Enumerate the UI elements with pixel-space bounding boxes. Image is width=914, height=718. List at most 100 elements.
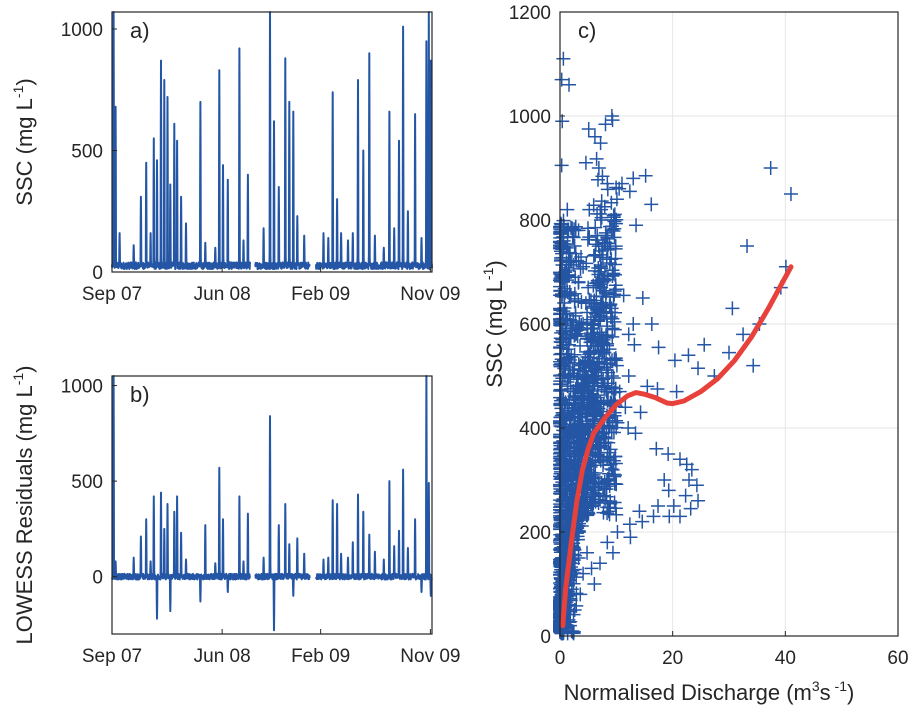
scatter-point [583, 332, 598, 347]
scatter-point [586, 248, 601, 263]
scatter-point [594, 202, 609, 217]
scatter-point [600, 506, 615, 521]
scatter-point [572, 406, 587, 421]
scatter-point [628, 426, 643, 441]
scatter-point [573, 587, 588, 602]
scatter-point [604, 213, 619, 227]
x-tick-label: Nov 09 [400, 646, 460, 667]
panel-a-label: a) [130, 18, 150, 43]
series-line [111, 11, 252, 271]
scatter-point [582, 230, 597, 245]
scatter-point [595, 274, 610, 289]
scatter-point [608, 449, 623, 464]
scatter-point [563, 381, 578, 396]
x-tick-label: Jun 08 [194, 646, 251, 667]
scatter-point [599, 351, 614, 366]
scatter-point [571, 293, 586, 308]
scatter-point [591, 314, 606, 329]
scatter-point [559, 273, 574, 288]
scatter-point [559, 321, 574, 336]
scatter-point [592, 556, 607, 571]
scatter-point [561, 246, 576, 261]
scatter-point [607, 476, 622, 491]
scatter-point [661, 447, 676, 461]
scatter-point [632, 504, 647, 519]
scatter-point [571, 357, 586, 372]
scatter-point [555, 114, 570, 129]
series-line [254, 415, 311, 632]
scatter-point [682, 473, 697, 487]
scatter-point [562, 352, 577, 367]
scatter-point [590, 228, 605, 243]
scatter-point [621, 327, 636, 342]
scatter-point [593, 136, 608, 151]
scatter-point [602, 298, 617, 313]
scatter-point [607, 322, 622, 337]
scatter-point [576, 391, 591, 406]
scatter-point [574, 377, 589, 392]
y-tick-label: 1000 [61, 377, 103, 398]
scatter-point [581, 122, 596, 136]
scatter-point [640, 379, 655, 394]
scatter-point [610, 525, 625, 539]
scatter-point [571, 223, 586, 238]
scatter-point [599, 285, 614, 300]
scatter-point [627, 337, 642, 352]
scatter-point [554, 222, 569, 237]
scatter-point [560, 202, 575, 217]
scatter-point [681, 348, 696, 363]
panel-b-ylabel: LOWESS Residuals (mg L-1) [10, 366, 37, 645]
scatter-point [559, 306, 574, 321]
scatter-point [763, 161, 778, 175]
scatter-point [644, 197, 659, 212]
scatter-point [684, 462, 699, 477]
scatter-point [607, 257, 622, 272]
scatter-point [603, 442, 618, 457]
scatter-point [554, 469, 569, 484]
scatter-point [622, 184, 637, 199]
scatter-point [608, 305, 623, 320]
scatter-point [589, 399, 604, 414]
scatter-point [580, 505, 595, 520]
scatter-point [651, 499, 666, 513]
scatter-point [573, 322, 588, 337]
scatter-point [657, 473, 672, 487]
scatter-point [651, 340, 666, 355]
panel-c-ylabel: SSC (mg L-1) [480, 260, 507, 387]
scatter-point [610, 415, 625, 430]
scatter-point [697, 337, 712, 352]
scatter-point [606, 266, 621, 281]
scatter-point [601, 504, 616, 519]
scatter-point [561, 432, 576, 447]
panel-c-xlabel: Normalised Discharge (m3s -1) [564, 678, 855, 705]
scatter-point [626, 317, 641, 331]
scatter-point [623, 530, 638, 545]
scatter-point [599, 252, 614, 267]
scatter-point [586, 496, 601, 511]
scatter-point [581, 280, 596, 295]
panel-c-scatter: 0 200 400 600 800 1000 1200 0 20 40 60 c) SSC (mg … [480, 3, 909, 705]
scatter-point [593, 453, 608, 468]
scatter-point [616, 288, 631, 303]
scatter-point [621, 369, 636, 383]
scatter-point [577, 367, 592, 382]
scatter-point [571, 551, 586, 565]
y-tick-label: 0 [92, 263, 103, 284]
scatter-point [554, 512, 569, 527]
scatter-point [576, 259, 591, 274]
panel-a-frame [111, 11, 433, 273]
scatter-point [598, 493, 613, 508]
y-tick-label: 600 [519, 315, 551, 336]
scatter-point [669, 384, 684, 399]
scatter-point [576, 317, 591, 331]
x-tick-label: Sep 07 [82, 646, 142, 667]
scatter-point [635, 514, 650, 529]
scatter-point [646, 509, 661, 524]
scatter-point [595, 169, 610, 184]
scatter-point [609, 358, 624, 373]
scatter-point [602, 507, 617, 522]
scatter-point [725, 301, 740, 316]
x-tick-label: Feb 09 [291, 646, 350, 667]
scatter-point [626, 171, 641, 186]
scatter-point [555, 442, 570, 457]
